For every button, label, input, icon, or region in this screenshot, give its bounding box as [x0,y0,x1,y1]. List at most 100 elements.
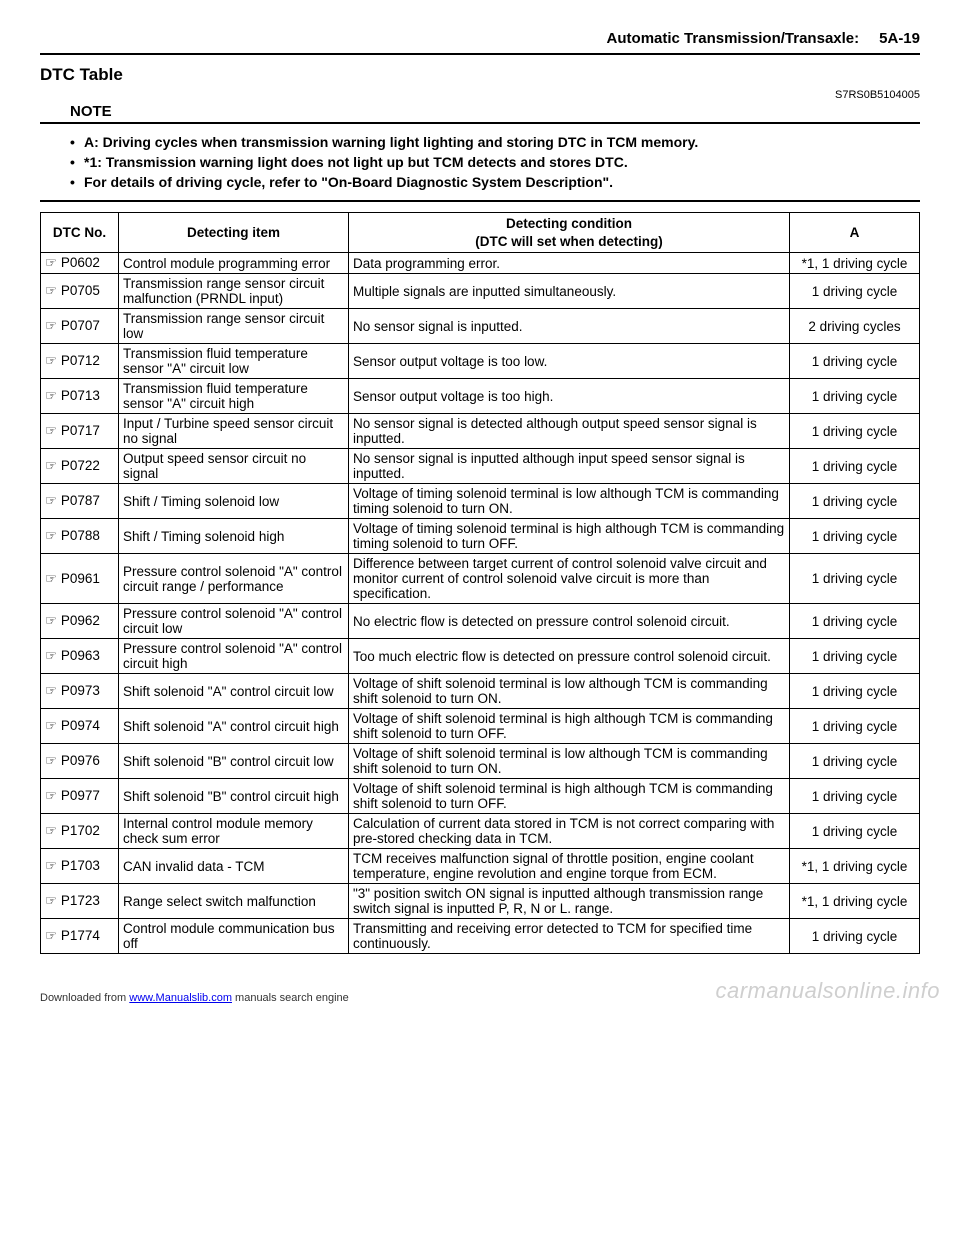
cell-detecting-condition: Voltage of timing solenoid terminal is h… [348,519,789,554]
table-row: ☞ P0713Transmission fluid temperature se… [41,379,920,414]
table-row: ☞ P0787Shift / Timing solenoid lowVoltag… [41,484,920,519]
dtc-table: DTC No. Detecting item Detecting conditi… [40,212,920,954]
cell-detecting-condition: No sensor signal is inputted. [348,309,789,344]
page-header: Automatic Transmission/Transaxle: 5A-19 [40,30,920,55]
table-row: ☞ P0973Shift solenoid "A" control circui… [41,674,920,709]
table-row: ☞ P0722Output speed sensor circuit no si… [41,449,920,484]
col-header-item: Detecting item [119,213,349,253]
footer-left: Downloaded from www.Manualslib.com manua… [40,992,349,1004]
table-row: ☞ P0962Pressure control solenoid "A" con… [41,604,920,639]
cell-detecting-item: Input / Turbine speed sensor circuit no … [119,414,349,449]
doc-id: S7RS0B5104005 [40,89,920,101]
cell-detecting-item: Transmission fluid temperature sensor "A… [119,344,349,379]
cell-detecting-condition: Transmitting and receiving error detecte… [348,919,789,954]
table-row: ☞ P0707Transmission range sensor circuit… [41,309,920,344]
header-title: Automatic Transmission/Transaxle: [607,30,860,47]
cell-dtc-no: ☞ P0961 [41,554,119,604]
cell-detecting-item: Control module programming error [119,253,349,274]
cell-a: *1, 1 driving cycle [790,253,920,274]
cell-detecting-condition: Data programming error. [348,253,789,274]
cell-detecting-item: Shift / Timing solenoid high [119,519,349,554]
pointing-icon: ☞ [45,423,57,438]
cell-a: 1 driving cycle [790,344,920,379]
cell-a: 1 driving cycle [790,639,920,674]
table-row: ☞ P0961Pressure control solenoid "A" con… [41,554,920,604]
cell-detecting-item: Shift solenoid "B" control circuit high [119,779,349,814]
bullet-item: *1: Transmission warning light does not … [70,154,920,170]
bullet-item: A: Driving cycles when transmission warn… [70,134,920,150]
cell-dtc-no: ☞ P1723 [41,884,119,919]
cell-detecting-condition: Voltage of timing solenoid terminal is l… [348,484,789,519]
cell-a: 1 driving cycle [790,274,920,309]
cell-detecting-item: Pressure control solenoid "A" control ci… [119,604,349,639]
cell-detecting-condition: "3" position switch ON signal is inputte… [348,884,789,919]
cell-dtc-no: ☞ P0963 [41,639,119,674]
table-row: ☞ P1723Range select switch malfunction"3… [41,884,920,919]
watermark: carmanualsonline.info [715,978,940,1004]
header-page: 5A-19 [879,30,920,47]
cell-detecting-item: Pressure control solenoid "A" control ci… [119,554,349,604]
col-header-cond: Detecting condition(DTC will set when de… [348,213,789,253]
pointing-icon: ☞ [45,528,57,543]
pointing-icon: ☞ [45,255,57,270]
cell-detecting-condition: Calculation of current data stored in TC… [348,814,789,849]
cell-a: 1 driving cycle [790,674,920,709]
cell-a: 1 driving cycle [790,779,920,814]
footer-link[interactable]: www.Manualslib.com [129,992,232,1004]
col-header-dtc: DTC No. [41,213,119,253]
cell-detecting-item: Shift solenoid "A" control circuit low [119,674,349,709]
table-row: ☞ P0717Input / Turbine speed sensor circ… [41,414,920,449]
cell-detecting-item: Shift solenoid "A" control circuit high [119,709,349,744]
cell-dtc-no: ☞ P0787 [41,484,119,519]
pointing-icon: ☞ [45,648,57,663]
cell-dtc-no: ☞ P0974 [41,709,119,744]
cell-detecting-item: Control module communication bus off [119,919,349,954]
cell-a: 2 driving cycles [790,309,920,344]
cell-dtc-no: ☞ P1774 [41,919,119,954]
cell-a: 1 driving cycle [790,379,920,414]
cell-dtc-no: ☞ P0976 [41,744,119,779]
cell-a: 1 driving cycle [790,604,920,639]
cell-detecting-condition: Voltage of shift solenoid terminal is hi… [348,709,789,744]
cell-dtc-no: ☞ P0713 [41,379,119,414]
table-row: ☞ P1702Internal control module memory ch… [41,814,920,849]
pointing-icon: ☞ [45,718,57,733]
cell-dtc-no: ☞ P0707 [41,309,119,344]
table-row: ☞ P0788Shift / Timing solenoid highVolta… [41,519,920,554]
cell-detecting-condition: Sensor output voltage is too high. [348,379,789,414]
table-row: ☞ P0963Pressure control solenoid "A" con… [41,639,920,674]
cell-dtc-no: ☞ P0602 [41,253,119,274]
note-rule-top [40,122,920,124]
table-row: ☞ P0974Shift solenoid "A" control circui… [41,709,920,744]
cell-detecting-item: Shift / Timing solenoid low [119,484,349,519]
cell-detecting-condition: TCM receives malfunction signal of throt… [348,849,789,884]
pointing-icon: ☞ [45,493,57,508]
cell-a: 1 driving cycle [790,709,920,744]
cell-detecting-condition: Multiple signals are inputted simultaneo… [348,274,789,309]
cell-dtc-no: ☞ P0973 [41,674,119,709]
col-header-cond-text: Detecting condition(DTC will set when de… [475,216,663,249]
bullet-item: For details of driving cycle, refer to "… [70,174,920,190]
note-bullets: A: Driving cycles when transmission warn… [70,134,920,190]
table-row: ☞ P0712Transmission fluid temperature se… [41,344,920,379]
cell-a: 1 driving cycle [790,814,920,849]
cell-a: 1 driving cycle [790,519,920,554]
pointing-icon: ☞ [45,388,57,403]
cell-detecting-item: Transmission range sensor circuit malfun… [119,274,349,309]
section-title: DTC Table [40,65,920,85]
cell-detecting-condition: Sensor output voltage is too low. [348,344,789,379]
pointing-icon: ☞ [45,283,57,298]
cell-a: 1 driving cycle [790,554,920,604]
pointing-icon: ☞ [45,683,57,698]
cell-detecting-condition: No sensor signal is inputted although in… [348,449,789,484]
pointing-icon: ☞ [45,893,57,908]
cell-a: 1 driving cycle [790,484,920,519]
pointing-icon: ☞ [45,318,57,333]
table-row: ☞ P1703CAN invalid data - TCMTCM receive… [41,849,920,884]
footer-post: manuals search engine [232,992,349,1004]
cell-detecting-item: Range select switch malfunction [119,884,349,919]
cell-dtc-no: ☞ P0722 [41,449,119,484]
page: Automatic Transmission/Transaxle: 5A-19 … [0,0,960,1014]
cell-dtc-no: ☞ P0962 [41,604,119,639]
cell-detecting-item: Transmission fluid temperature sensor "A… [119,379,349,414]
